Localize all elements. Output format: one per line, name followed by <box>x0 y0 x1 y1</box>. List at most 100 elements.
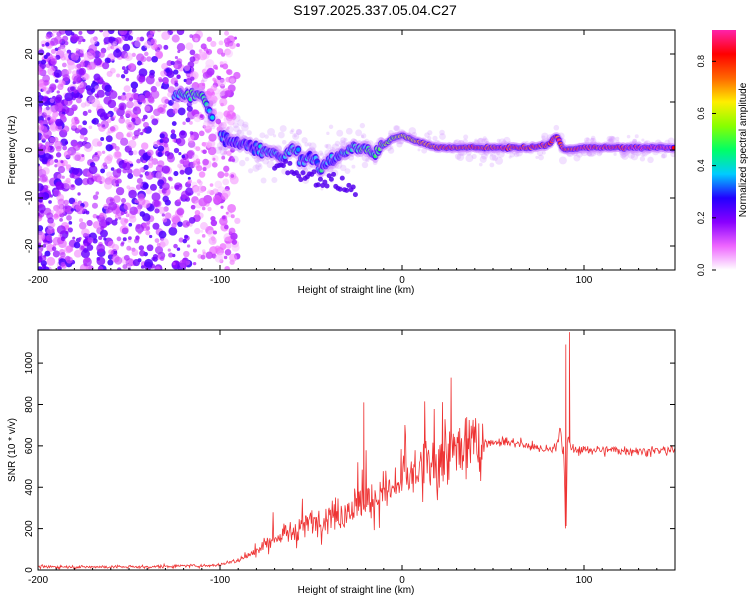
noise-blob <box>202 120 212 130</box>
noise-blob <box>61 175 65 179</box>
noise-blob <box>134 40 142 48</box>
halo-blob <box>627 151 636 159</box>
noise-blob <box>198 51 208 61</box>
y-tick-label: 600 <box>24 437 35 454</box>
noise-blob <box>223 150 228 155</box>
noise-blob <box>92 80 96 84</box>
noise-blob <box>78 30 83 35</box>
noise-blob <box>154 238 160 243</box>
noise-blob <box>133 130 140 137</box>
noise-blob <box>136 36 141 42</box>
noise-blob <box>127 236 132 241</box>
halo-blob <box>206 130 210 134</box>
halo-blob <box>387 132 392 137</box>
ridge-core <box>671 145 675 150</box>
colorbar: 0.0 0.2 0.4 0.6 0.8 Normalized spectral ampl… <box>696 30 749 276</box>
noise-blob <box>40 209 44 214</box>
noise-blob <box>114 256 123 265</box>
noise-blob <box>60 55 66 61</box>
noise-blob <box>40 59 47 65</box>
noise-blob <box>192 261 197 266</box>
halo-blob <box>670 150 675 158</box>
noise-blob <box>223 255 228 260</box>
noise-blob <box>99 30 104 33</box>
halo-blob <box>586 137 590 141</box>
halo-blob <box>477 137 485 146</box>
noise-blob <box>174 64 179 69</box>
noise-blob <box>60 160 64 164</box>
noise-blob <box>176 30 185 36</box>
noise-blob <box>129 206 138 216</box>
noise-blob <box>187 176 191 180</box>
noise-blob <box>144 51 149 57</box>
halo-blob <box>639 156 646 162</box>
noise-blob <box>98 51 105 58</box>
noise-blob <box>122 161 131 171</box>
noise-blob <box>167 248 171 252</box>
noise-blob <box>103 237 107 241</box>
halo-blob <box>558 156 567 165</box>
halo-blob <box>320 187 324 191</box>
noise-blob <box>118 30 128 36</box>
halo-blob <box>508 155 512 159</box>
halo-blob <box>640 151 646 157</box>
noise-blob <box>120 137 129 146</box>
noise-blob <box>161 165 171 174</box>
halo-blob <box>481 138 487 144</box>
noise-blob <box>39 174 48 183</box>
noise-blob <box>213 64 218 70</box>
noise-blob <box>148 174 153 179</box>
halo-blob <box>236 129 242 135</box>
halo-blob <box>289 130 294 135</box>
noise-blob <box>173 69 179 75</box>
noise-blob <box>157 145 165 152</box>
noise-blob <box>224 172 229 177</box>
noise-blob <box>96 256 106 266</box>
colorbar-tick-label: 0.4 <box>696 159 706 172</box>
noise-blob <box>227 118 235 126</box>
noise-blob <box>124 210 128 214</box>
noise-blob <box>93 57 102 66</box>
halo-blob <box>411 131 417 138</box>
noise-blob <box>100 137 105 142</box>
noise-blob <box>185 42 194 51</box>
halo-blob <box>495 150 501 156</box>
noise-blob <box>54 140 63 150</box>
noise-blob <box>100 120 109 129</box>
noise-blob <box>49 98 55 104</box>
halo-blob <box>361 161 369 169</box>
y-tick-label: 200 <box>24 520 35 537</box>
ridge-core <box>296 147 301 152</box>
noise-blob <box>171 121 177 126</box>
halo-blob <box>274 146 278 150</box>
noise-blob <box>107 259 114 266</box>
noise-blob <box>40 260 47 267</box>
noise-blob <box>42 167 50 175</box>
noise-blob <box>167 91 173 98</box>
noise-blob <box>154 246 164 255</box>
noise-blob <box>62 35 69 42</box>
noise-blob <box>67 150 72 155</box>
noise-blob <box>164 150 171 157</box>
halo-blob <box>615 139 620 144</box>
noise-blob <box>107 240 115 249</box>
noise-blob <box>49 83 57 91</box>
noise-blob <box>230 147 235 153</box>
noise-blob <box>151 257 156 261</box>
halo-blob <box>463 134 469 140</box>
halo-blob <box>264 134 269 139</box>
noise-blob <box>188 217 196 224</box>
noise-blob <box>92 117 99 125</box>
noise-blob <box>144 105 151 112</box>
noise-blob <box>70 32 75 36</box>
noise-blob <box>135 235 140 240</box>
noise-blob <box>161 96 169 104</box>
noise-blob <box>212 230 217 235</box>
noise-blob <box>79 48 85 54</box>
noise-blob <box>111 219 118 226</box>
x-tick-label: -200 <box>28 275 48 286</box>
halo-blob <box>609 135 617 144</box>
noise-blob <box>115 186 125 196</box>
y-tick-label: 800 <box>24 396 35 413</box>
